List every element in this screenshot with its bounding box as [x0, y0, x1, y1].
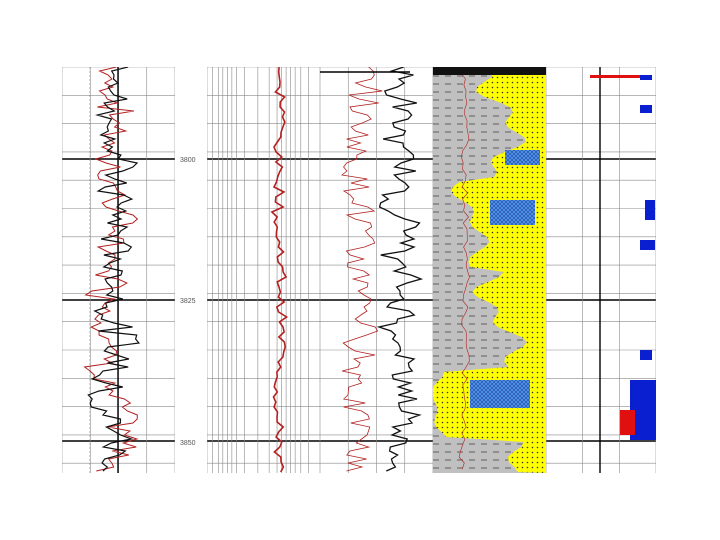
porosity-fill [490, 200, 535, 225]
lithology-track [433, 67, 546, 473]
curve-neutron [341, 67, 383, 472]
resistivity-log-track [207, 67, 320, 473]
fluid-red-fill [590, 75, 640, 78]
curve-lith [458, 67, 470, 470]
depth-label-3800: 3800 [180, 157, 196, 164]
sand-pattern [433, 67, 546, 473]
fluid-track [546, 67, 656, 473]
fluid-red-fill [620, 410, 635, 435]
curve-density [376, 67, 424, 472]
fluid-blue-fill [640, 105, 652, 113]
gamma-ray-track [62, 67, 175, 473]
fluid-blue-fill [645, 200, 655, 220]
fluid-blue-fill [640, 240, 655, 250]
porosity-fill [505, 150, 540, 165]
curve-red [83, 67, 139, 472]
depth-label-3850: 3850 [180, 440, 196, 447]
curve-resistivity [270, 67, 289, 473]
fluid-blue-fill [640, 350, 652, 360]
top-bar [433, 67, 546, 75]
porosity-fill [470, 380, 530, 408]
depth-label-3825: 3825 [180, 298, 196, 305]
density-neutron-track [320, 67, 433, 473]
curve-black [87, 67, 141, 472]
fluid-blue-fill [640, 75, 652, 80]
